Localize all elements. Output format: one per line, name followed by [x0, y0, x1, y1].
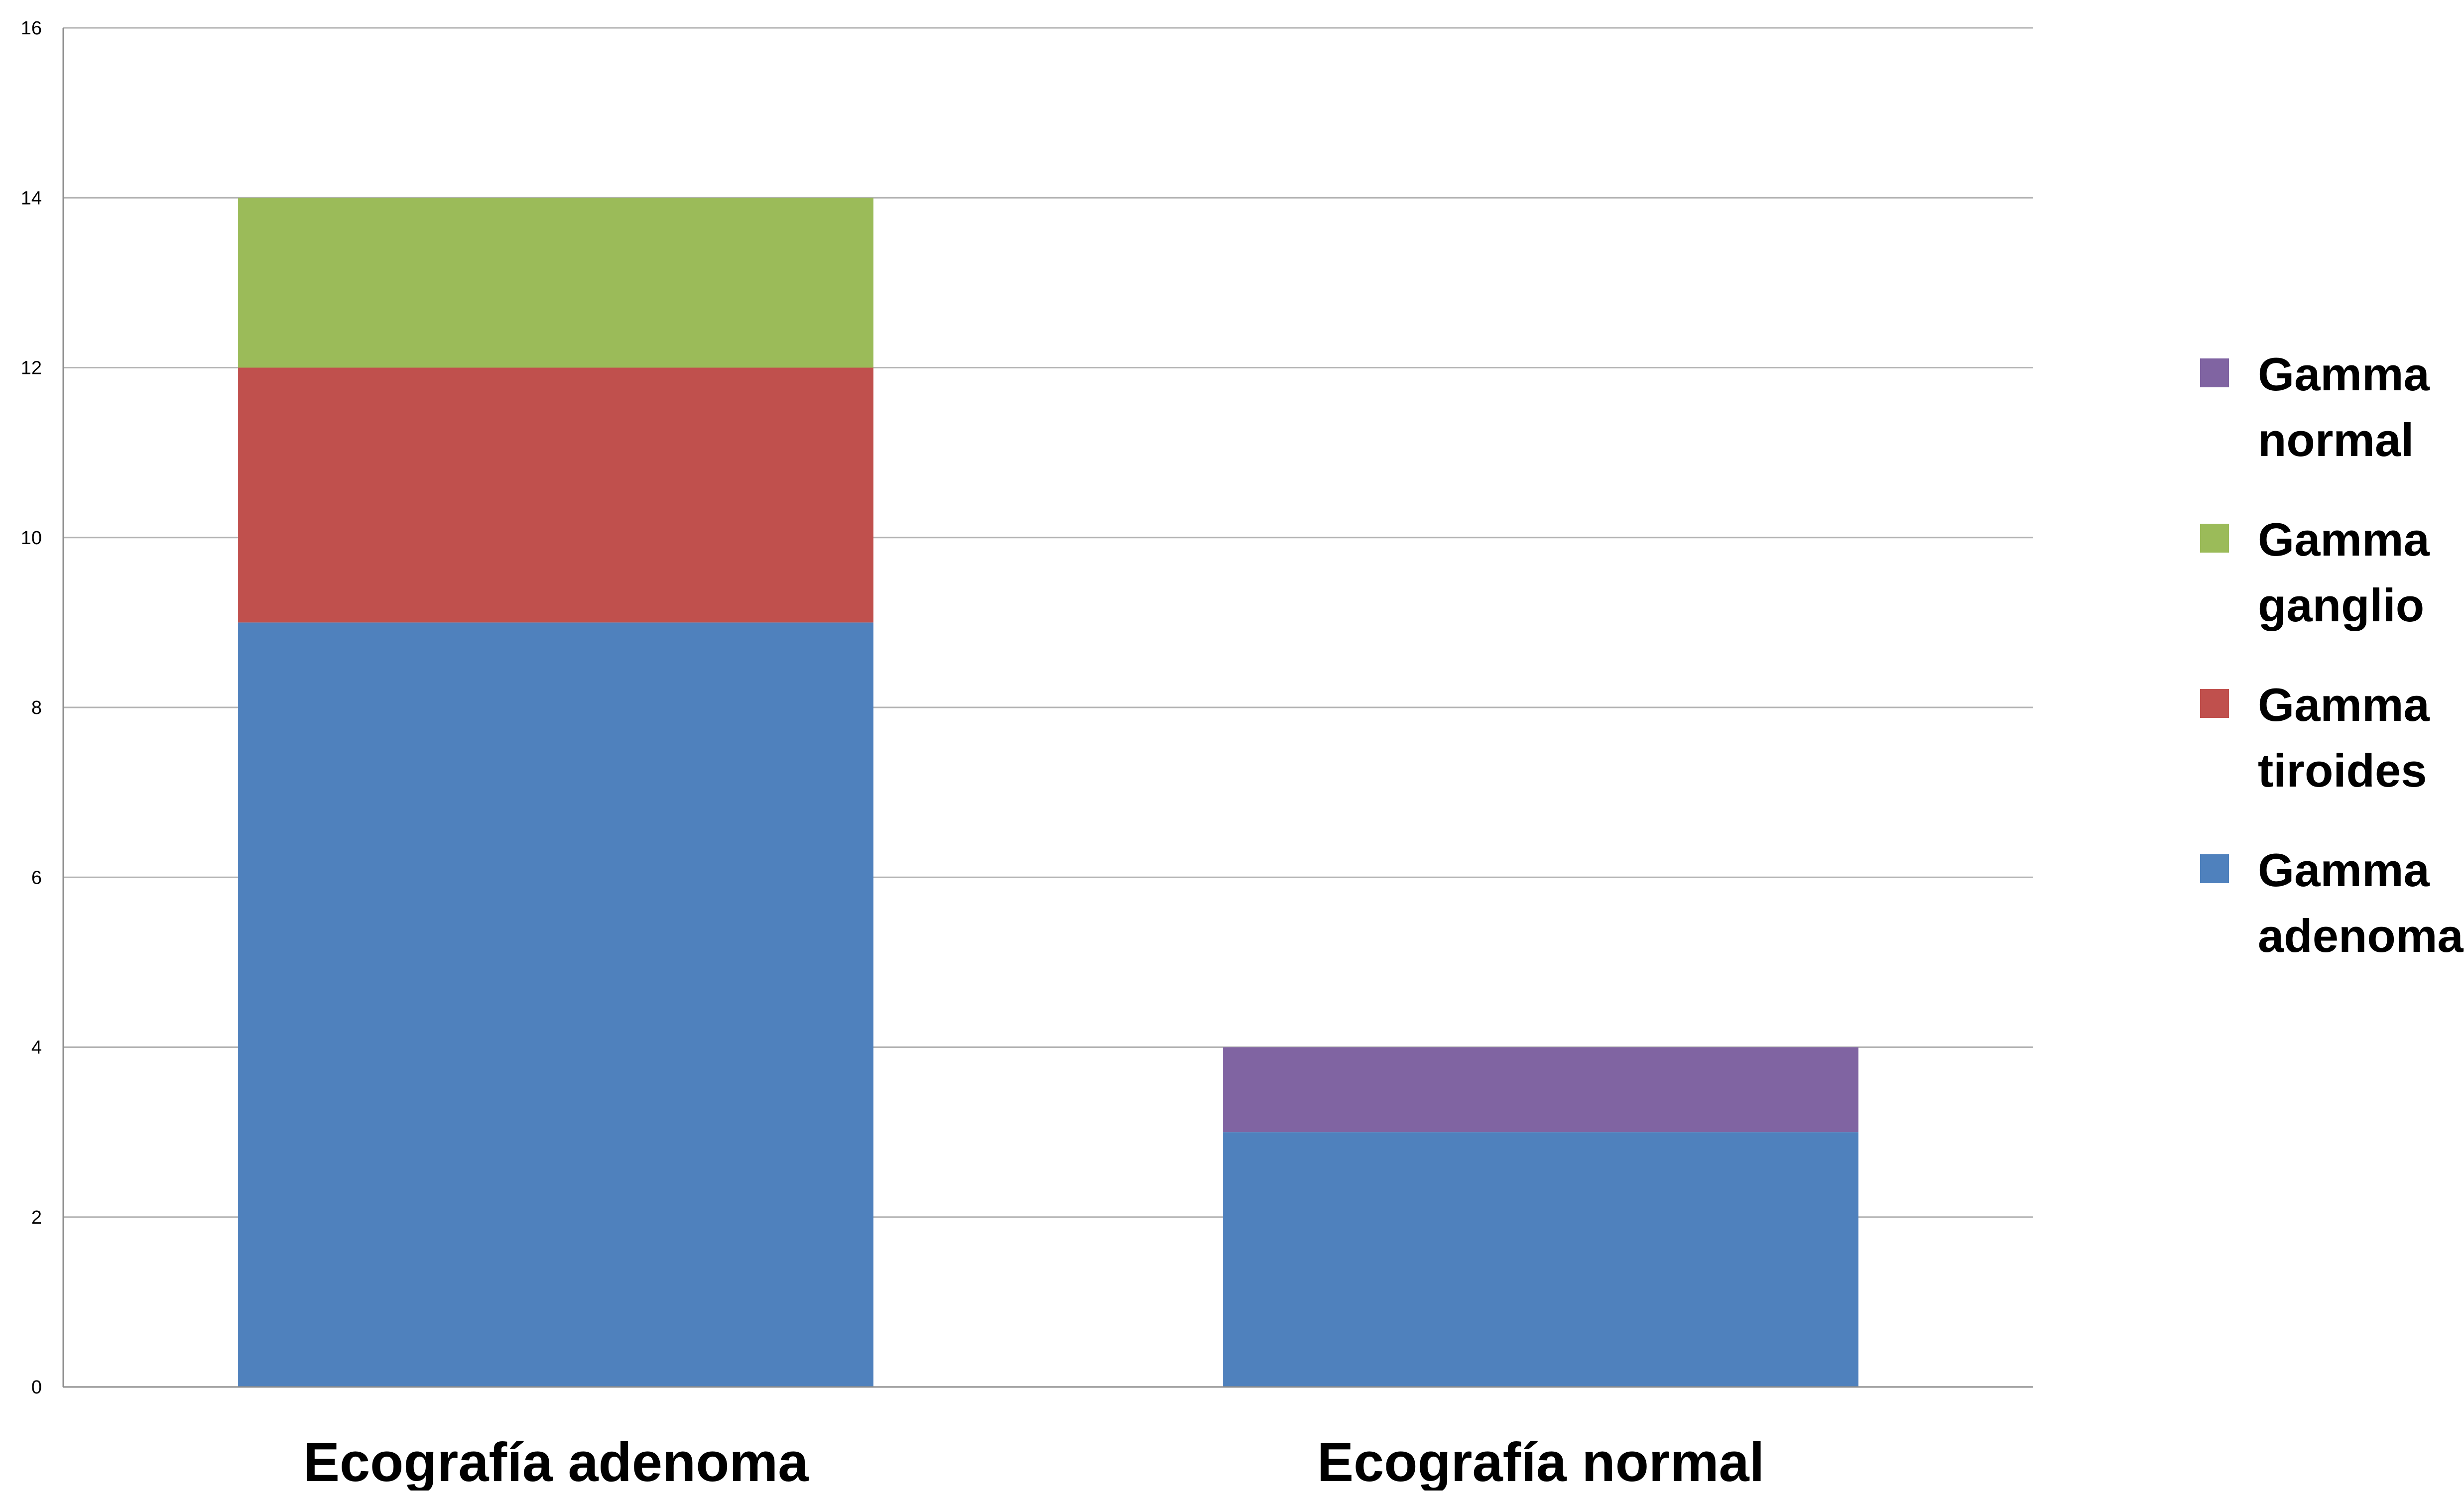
- legend-label: Gamma: [2258, 844, 2430, 896]
- legend-swatch-gamma-tiroides: [2200, 689, 2229, 718]
- y-tick-label: 8: [31, 697, 42, 718]
- bar-gamma-adenoma-0: [238, 622, 873, 1387]
- bar-gamma-tiroides-0: [238, 367, 873, 623]
- legend-label: Gamma: [2258, 348, 2430, 400]
- bar-gamma-normal-1: [1223, 1047, 1858, 1133]
- y-tick-label: 4: [31, 1037, 42, 1058]
- bar-gamma-ganglio-0: [238, 198, 873, 368]
- x-category-labels: Ecografía adenoma Ecografía normal: [303, 1432, 1765, 1493]
- legend-label: Gamma: [2258, 679, 2430, 731]
- y-tick-label: 10: [21, 528, 42, 549]
- legend-label: ganglio: [2258, 579, 2424, 631]
- y-tick-label: 6: [31, 867, 42, 888]
- y-tick-label: 14: [21, 188, 42, 209]
- legend: Gamma normal Gamma ganglio Gamma tiroides Gamm…: [2200, 348, 2464, 962]
- x-category-label: Ecografía adenoma: [303, 1432, 809, 1491]
- legend-label: normal: [2258, 414, 2414, 466]
- axes: [62, 28, 2033, 1388]
- y-tick-label: 0: [31, 1377, 42, 1398]
- y-tick-labels: 0 2 4 6 8 10 12 14 16: [21, 18, 42, 1398]
- legend-label: tiroides: [2258, 744, 2427, 797]
- legend-swatch-gamma-adenoma: [2200, 854, 2229, 883]
- legend-swatch-gamma-ganglio: [2200, 524, 2229, 553]
- y-tick-label: 12: [21, 358, 42, 379]
- legend-label: adenoma: [2258, 910, 2464, 962]
- legend-swatch-gamma-normal: [2200, 358, 2229, 387]
- bars: [238, 198, 1858, 1387]
- y-tick-label: 16: [21, 18, 42, 39]
- bar-gamma-adenoma-1: [1223, 1132, 1858, 1387]
- legend-label: Gamma: [2258, 513, 2430, 566]
- x-category-label: Ecografía normal: [1317, 1432, 1765, 1491]
- y-tick-label: 2: [31, 1207, 42, 1228]
